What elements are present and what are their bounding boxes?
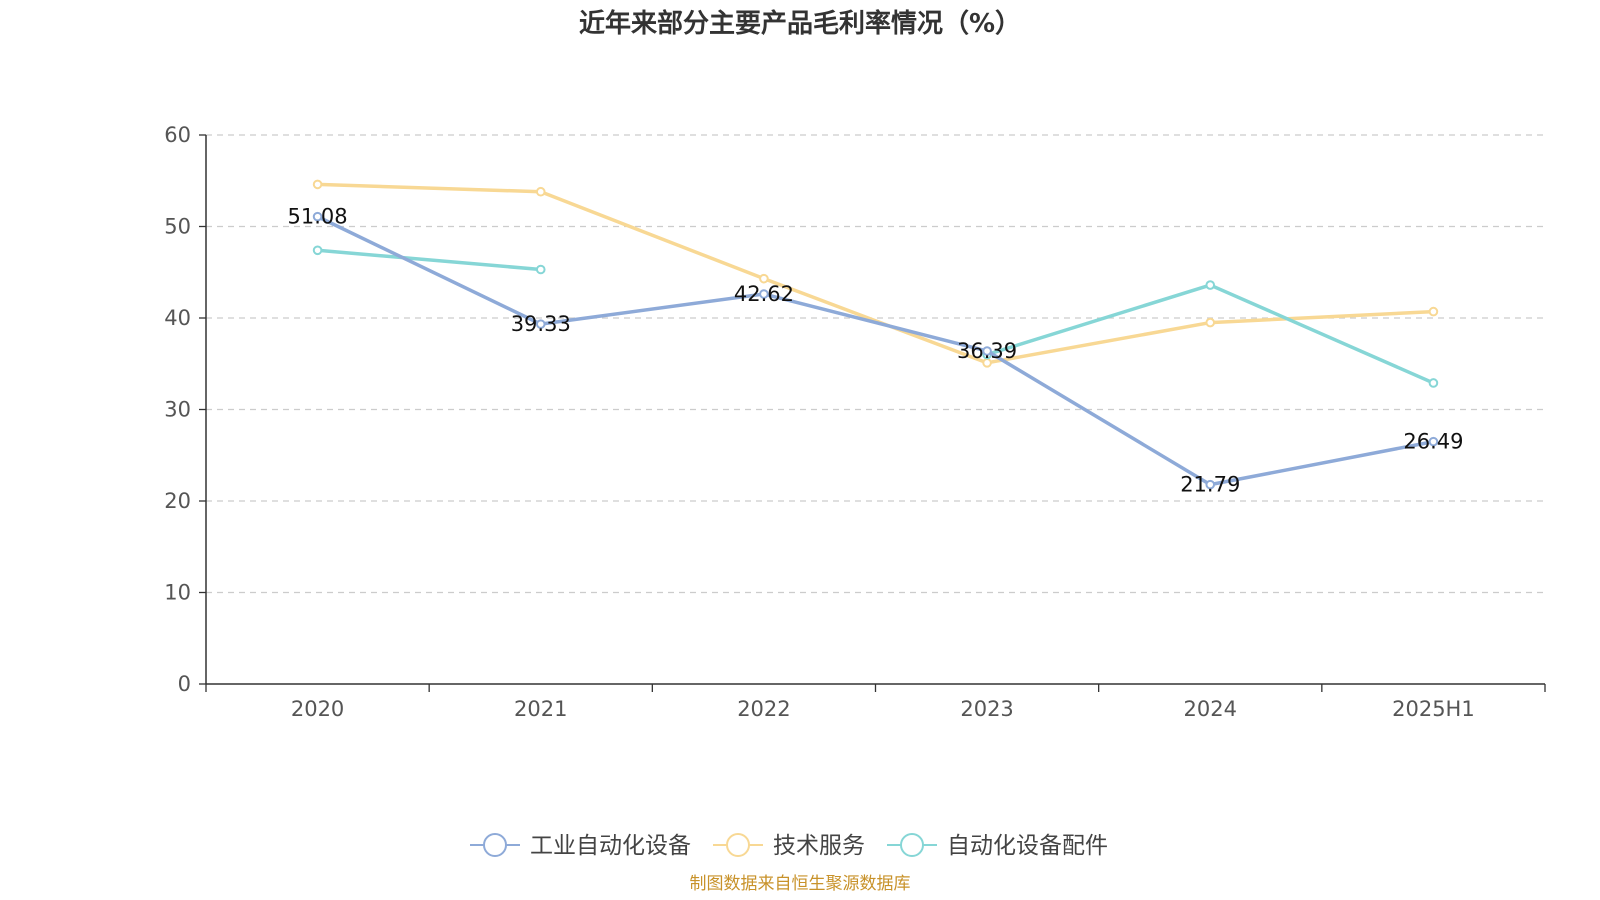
y-tick-label: 10 — [164, 581, 191, 605]
series-lines — [312, 179, 1439, 490]
data-label: 39.33 — [511, 312, 571, 336]
y-tick-label: 40 — [164, 306, 191, 330]
data-label: 51.08 — [288, 205, 348, 229]
data-point-series-0 — [1205, 479, 1216, 490]
data-label: 42.62 — [734, 282, 794, 306]
data-label: 36.39 — [957, 339, 1017, 363]
data-labels: 51.08 39.33 42.62 36.39 21.79 26.49 — [288, 205, 1464, 497]
data-label: 26.49 — [1403, 430, 1463, 454]
data-point-series-1 — [1205, 317, 1216, 328]
y-tick-label: 60 — [164, 123, 191, 147]
data-point-series-2 — [535, 264, 546, 275]
source-note: 制图数据来自恒生聚源数据库 — [690, 874, 911, 894]
series-line-1 — [315, 182, 1436, 365]
x-tick-label: 2020 — [291, 697, 344, 721]
data-point-series-1 — [312, 179, 323, 190]
chart-title: 近年来部分主要产品毛利率情况（%） — [579, 8, 1021, 39]
data-point-series-2 — [1428, 378, 1439, 388]
x-tick-label: 2021 — [514, 697, 567, 721]
y-tick-label: 0 — [178, 672, 191, 696]
data-point-series-1 — [1428, 306, 1439, 317]
axes: 0 10 20 30 40 50 60 2020 2021 2022 2023 2024 2025H1 — [164, 123, 1546, 721]
x-tick-label: 2023 — [960, 697, 1013, 721]
legend-label: 自动化设备配件 — [947, 833, 1108, 859]
y-tick-label: 20 — [164, 489, 191, 513]
x-tick-label: 2022 — [737, 697, 790, 721]
y-tick-label: 50 — [164, 215, 191, 239]
grid-lines — [206, 134, 1545, 594]
series-line-2 — [985, 283, 1436, 385]
x-tick-label: 2024 — [1184, 697, 1237, 721]
data-point-series-2 — [312, 245, 323, 256]
data-point-series-0 — [1428, 436, 1439, 447]
legend-label: 技术服务 — [773, 833, 865, 859]
data-point-series-0 — [759, 289, 769, 299]
legend-marker-2 — [900, 833, 924, 857]
data-point-series-0 — [535, 319, 546, 329]
data-point-series-2 — [1205, 280, 1216, 290]
legend-marker-1 — [726, 833, 750, 857]
data-point-series-1 — [759, 273, 769, 284]
legend: 工业自动化设备 技术服务 自动化设备配件 — [470, 833, 1108, 859]
legend-label: 工业自动化设备 — [530, 833, 691, 859]
y-tick-label: 30 — [164, 398, 191, 422]
x-tick-label: 2025H1 — [1392, 697, 1475, 721]
data-label: 21.79 — [1180, 473, 1240, 497]
series-line-2 — [315, 248, 543, 272]
data-point-series-0 — [312, 211, 323, 222]
data-point-series-0 — [982, 346, 992, 356]
data-point-series-1 — [535, 186, 546, 197]
legend-marker-0 — [483, 833, 507, 857]
series-line-0 — [315, 214, 1436, 487]
